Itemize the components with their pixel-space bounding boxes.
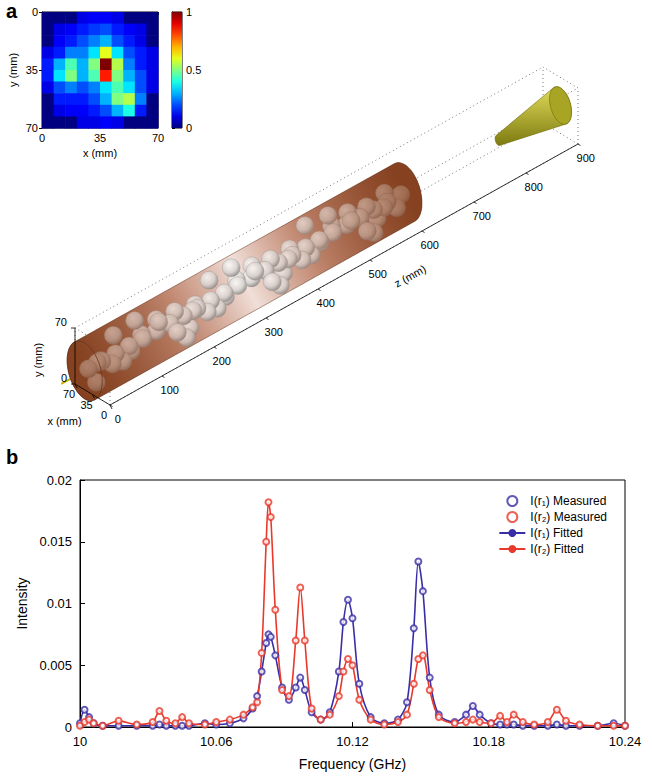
svg-text:10.18: 10.18	[472, 734, 505, 749]
html-text:b: b	[6, 446, 19, 468]
svg-text:0.5: 0.5	[186, 64, 201, 76]
svg-text:10.12: 10.12	[336, 734, 369, 749]
svg-text:400: 400	[317, 297, 335, 309]
svg-text:70: 70	[152, 132, 164, 144]
svg-text:35: 35	[26, 64, 38, 76]
svg-text:800: 800	[525, 181, 543, 193]
svg-text:0.02: 0.02	[47, 473, 72, 488]
svg-text:I(r₂) Measured: I(r₂) Measured	[530, 510, 607, 524]
svg-text:35: 35	[94, 132, 106, 144]
svg-text:0.01: 0.01	[47, 596, 72, 611]
svg-text:I(r₂) Fitted: I(r₂) Fitted	[530, 542, 583, 556]
svg-text:Frequency (GHz): Frequency (GHz)	[299, 756, 406, 772]
svg-text:0: 0	[115, 413, 121, 425]
svg-text:y (mm): y (mm)	[32, 343, 44, 377]
svg-text:900: 900	[577, 152, 595, 164]
svg-text:0: 0	[39, 132, 45, 144]
svg-text:y (mm): y (mm)	[7, 53, 19, 87]
svg-text:35: 35	[80, 399, 92, 411]
svg-text:200: 200	[213, 355, 231, 367]
svg-text:x (mm): x (mm)	[47, 415, 81, 427]
svg-text:600: 600	[421, 239, 439, 251]
svg-text:1: 1	[186, 6, 192, 18]
svg-text:Intensity: Intensity	[14, 577, 30, 629]
svg-text:0: 0	[61, 372, 67, 384]
svg-text:70: 70	[63, 388, 75, 400]
svg-text:70: 70	[26, 122, 38, 134]
svg-text:z (mm): z (mm)	[392, 262, 428, 289]
svg-text:0: 0	[186, 122, 192, 134]
svg-text:300: 300	[265, 326, 283, 338]
svg-text:100: 100	[161, 384, 179, 396]
html-text:a: a	[6, 0, 18, 22]
svg-text:0: 0	[101, 409, 107, 421]
svg-text:700: 700	[473, 210, 491, 222]
svg-text:I(r₁) Fitted: I(r₁) Fitted	[530, 526, 583, 540]
svg-text:10: 10	[73, 734, 87, 749]
svg-text:0: 0	[32, 6, 38, 18]
svg-text:0.015: 0.015	[39, 534, 72, 549]
svg-text:500: 500	[369, 268, 387, 280]
svg-text:70: 70	[55, 316, 67, 328]
svg-text:x (mm): x (mm)	[83, 147, 117, 159]
svg-text:10.24: 10.24	[609, 734, 642, 749]
svg-text:10.06: 10.06	[200, 734, 233, 749]
svg-text:0: 0	[65, 720, 72, 735]
svg-text:I(r₁) Measured: I(r₁) Measured	[530, 494, 606, 508]
svg-text:0.005: 0.005	[39, 658, 72, 673]
